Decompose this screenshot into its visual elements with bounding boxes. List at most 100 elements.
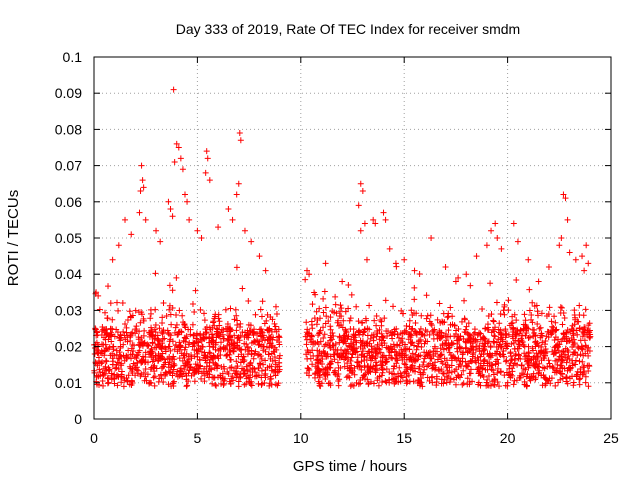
data-point xyxy=(434,316,441,323)
data-point xyxy=(359,348,366,355)
data-point xyxy=(179,357,186,364)
data-point xyxy=(461,297,468,304)
data-point xyxy=(462,329,469,336)
data-point xyxy=(461,315,468,322)
data-point xyxy=(431,343,438,350)
data-point xyxy=(433,382,440,389)
data-point xyxy=(497,368,504,375)
data-point xyxy=(206,371,213,378)
data-point xyxy=(354,348,361,355)
data-point xyxy=(215,347,222,354)
data-point xyxy=(176,339,183,346)
data-point xyxy=(237,137,244,144)
data-point xyxy=(558,304,565,311)
data-point xyxy=(240,358,247,365)
data-point xyxy=(577,365,584,372)
data-point xyxy=(433,375,440,382)
data-point xyxy=(165,329,172,336)
data-point xyxy=(303,351,310,358)
data-point xyxy=(155,341,162,348)
data-point xyxy=(95,292,102,299)
data-point xyxy=(105,374,112,381)
y-tick-label: 0.09 xyxy=(55,85,82,101)
data-point xyxy=(484,324,491,331)
data-point xyxy=(383,344,390,351)
data-point xyxy=(275,333,282,340)
data-point xyxy=(455,325,462,332)
data-point xyxy=(401,360,408,367)
data-point xyxy=(566,337,573,344)
data-point xyxy=(257,361,264,368)
data-point xyxy=(366,352,373,359)
data-point xyxy=(239,329,246,336)
data-point xyxy=(514,238,521,245)
data-point xyxy=(361,328,368,335)
data-point xyxy=(135,336,142,343)
y-tick-label: 0.08 xyxy=(55,121,82,137)
data-point xyxy=(233,327,240,334)
data-point xyxy=(344,346,351,353)
data-point xyxy=(115,307,122,314)
data-point xyxy=(500,348,507,355)
data-point xyxy=(146,329,153,336)
data-point xyxy=(480,343,487,350)
data-point xyxy=(158,365,165,372)
data-point xyxy=(585,383,592,390)
data-point xyxy=(209,380,216,387)
data-point xyxy=(376,346,383,353)
data-point xyxy=(458,318,465,325)
data-point xyxy=(241,381,248,388)
data-point xyxy=(475,381,482,388)
data-point xyxy=(507,353,514,360)
data-point xyxy=(102,347,109,354)
data-point xyxy=(437,351,444,358)
data-point xyxy=(128,231,135,238)
data-point xyxy=(104,380,111,387)
data-point xyxy=(129,329,136,336)
data-point xyxy=(169,213,176,220)
data-point xyxy=(360,329,367,336)
data-point xyxy=(535,370,542,377)
data-point xyxy=(554,336,561,343)
data-point xyxy=(416,270,423,277)
data-point xyxy=(228,356,234,363)
data-point xyxy=(348,362,355,369)
data-point xyxy=(475,357,482,364)
data-point xyxy=(424,374,431,381)
data-point xyxy=(371,317,378,324)
data-point xyxy=(585,260,592,267)
data-point xyxy=(327,353,334,360)
data-point xyxy=(107,300,114,307)
data-point xyxy=(203,359,210,366)
data-point xyxy=(246,379,253,386)
data-point xyxy=(436,300,443,307)
data-point xyxy=(248,340,255,347)
data-point xyxy=(237,324,244,331)
data-point xyxy=(209,343,216,350)
data-point xyxy=(438,358,445,365)
data-point xyxy=(127,365,134,372)
data-point xyxy=(114,382,121,389)
data-point xyxy=(533,350,540,357)
data-point xyxy=(398,372,405,379)
data-point xyxy=(581,363,588,370)
data-point xyxy=(213,325,220,332)
data-point xyxy=(443,364,450,371)
data-point xyxy=(302,276,309,283)
data-point xyxy=(373,313,380,320)
y-tick-label: 0.01 xyxy=(55,375,82,391)
data-point xyxy=(494,235,501,241)
data-point xyxy=(272,361,279,368)
data-point xyxy=(418,344,425,351)
data-point xyxy=(557,304,564,311)
data-point xyxy=(347,315,354,322)
data-point xyxy=(322,260,329,267)
data-point xyxy=(320,324,327,331)
data-point xyxy=(332,301,339,308)
data-point xyxy=(364,342,371,349)
y-tick-label: 0.05 xyxy=(55,230,82,246)
data-point xyxy=(108,329,115,336)
data-point xyxy=(566,375,573,382)
data-point xyxy=(101,352,108,359)
data-point xyxy=(320,366,327,373)
